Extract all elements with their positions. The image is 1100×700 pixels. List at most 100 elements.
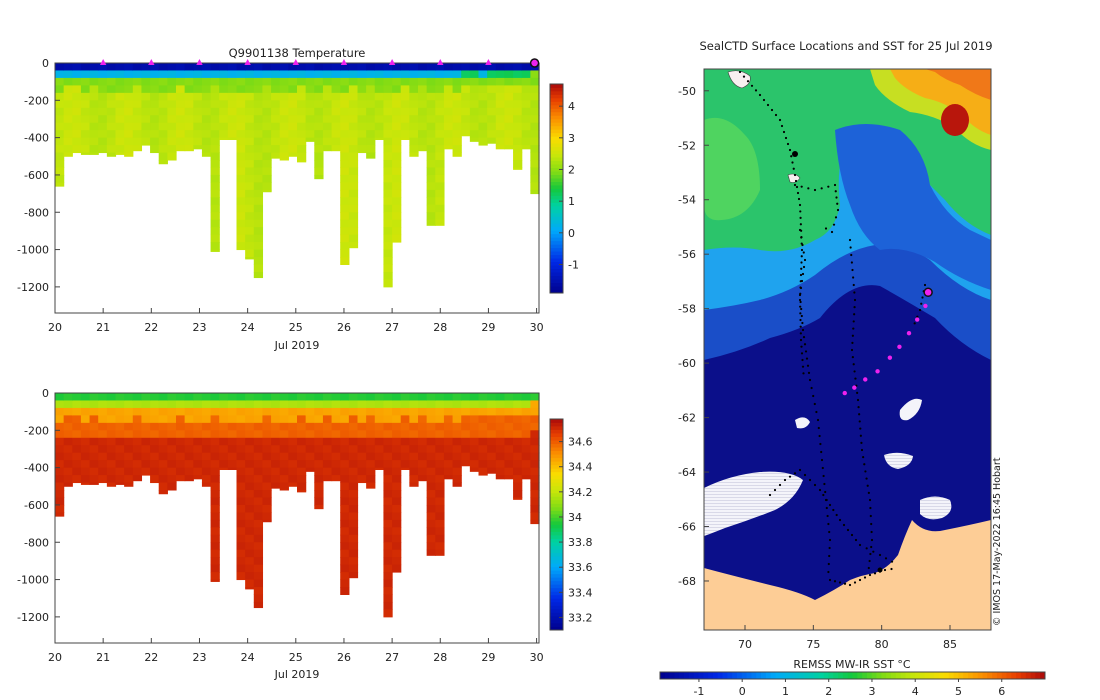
colorbar-cell xyxy=(550,577,563,582)
surface-marker xyxy=(437,59,444,65)
temperature-cell xyxy=(219,92,229,101)
colorbar-cell xyxy=(1035,672,1041,679)
temperature-cell xyxy=(245,197,255,206)
salinity-cell xyxy=(210,527,220,536)
salinity-cell xyxy=(530,437,540,446)
temperature-cell xyxy=(495,85,506,94)
colorbar-cell xyxy=(842,672,849,679)
salinity-cell xyxy=(452,400,462,409)
temperature-cell xyxy=(297,92,307,101)
temperature-cell xyxy=(314,92,324,101)
salinity-cell xyxy=(374,415,385,424)
temperature-cell xyxy=(158,152,168,161)
salinity-cell xyxy=(469,415,480,424)
temperature-cell xyxy=(366,85,376,94)
map-title: SealCTD Surface Locations and SST for 25… xyxy=(699,39,992,53)
temperature-cell xyxy=(227,92,238,101)
salinity-cell xyxy=(452,415,462,424)
temperature-cell xyxy=(236,107,246,116)
salinity-profiles xyxy=(55,393,540,618)
temperature-cell xyxy=(245,257,255,260)
x-tick-label: 27 xyxy=(385,651,399,664)
salinity-cell xyxy=(322,422,333,431)
temperature-cell xyxy=(392,92,402,101)
salinity-cell xyxy=(435,445,445,454)
temperature-cell xyxy=(115,107,125,116)
temperature-cell xyxy=(106,115,117,124)
salinity-cell xyxy=(357,393,367,401)
salinity-cell xyxy=(193,400,203,409)
temperature-cell xyxy=(426,85,436,94)
salinity-cell xyxy=(461,415,471,424)
track-dot xyxy=(856,391,859,394)
salinity-cell xyxy=(322,467,333,476)
salinity-cell xyxy=(184,407,194,416)
temperature-cell xyxy=(348,100,359,109)
salinity-cell xyxy=(288,452,298,461)
track-dot xyxy=(799,318,802,322)
salinity-cell xyxy=(513,400,523,409)
track-dot xyxy=(802,251,805,254)
salinity-cell xyxy=(106,407,117,416)
temperature-cell xyxy=(418,63,428,71)
temperature-cell xyxy=(340,145,350,154)
colorbar-cell xyxy=(550,181,563,186)
salinity-cell xyxy=(262,393,272,401)
salinity-cell xyxy=(253,475,264,484)
salinity-cell xyxy=(227,460,238,469)
colorbar-cell xyxy=(679,672,685,679)
temperature-cell xyxy=(167,100,177,109)
salinity-cell xyxy=(374,400,385,409)
salinity-cell xyxy=(443,467,454,476)
temperature-cell xyxy=(383,167,393,176)
temperature-cell xyxy=(409,152,419,157)
temperature-cell xyxy=(201,137,212,146)
temperature-cell xyxy=(80,115,91,124)
temperature-cell xyxy=(357,92,367,101)
salinity-cell xyxy=(210,467,220,476)
temperature-cell xyxy=(452,70,462,79)
colorbar-cell xyxy=(823,672,829,679)
colorbar-cell xyxy=(550,118,563,123)
temperature-cell xyxy=(443,115,454,124)
temperature-cell xyxy=(383,219,393,228)
temperature-cell xyxy=(141,70,151,79)
salinity-cell xyxy=(262,430,272,439)
temperature-cell xyxy=(452,115,462,124)
track-dot xyxy=(848,583,852,587)
temperature-cell xyxy=(210,234,220,243)
salinity-x-label: Jul 2019 xyxy=(274,668,320,681)
salinity-cell xyxy=(357,467,367,476)
salinity-cell xyxy=(245,579,255,588)
salinity-cell xyxy=(72,460,82,469)
temperature-cell xyxy=(141,92,151,101)
salinity-cell xyxy=(426,482,436,491)
salinity-cell xyxy=(297,415,307,424)
colorbar-cell xyxy=(550,174,563,179)
salinity-cell xyxy=(80,407,91,416)
track-dot xyxy=(828,503,832,507)
temperature-cell xyxy=(383,189,393,198)
salinity-cell xyxy=(348,497,359,506)
track-dot xyxy=(799,300,802,304)
salinity-cell xyxy=(426,512,436,521)
salinity-cell xyxy=(288,460,298,469)
temperature-cell xyxy=(383,77,393,86)
temperature-cell xyxy=(271,85,281,94)
temperature-cell xyxy=(245,77,255,86)
temperature-cell xyxy=(150,92,160,101)
colorbar-cell xyxy=(905,672,911,679)
temperature-x-label: Jul 2019 xyxy=(274,339,320,352)
temperature-cell xyxy=(262,107,272,116)
temperature-cell xyxy=(297,160,307,163)
salinity-cell xyxy=(150,467,160,476)
temperature-cell xyxy=(98,92,108,101)
colorbar-cell xyxy=(765,672,772,679)
salinity-cell xyxy=(201,467,212,476)
temperature-cell xyxy=(176,122,186,131)
temperature-cell xyxy=(357,130,367,139)
temperature-cell xyxy=(348,174,359,183)
sst-colorbar: -1 0 1 2 3 4 5 6 xyxy=(659,671,1046,698)
salinity-cell xyxy=(400,467,410,470)
salinity-cell xyxy=(348,512,359,521)
